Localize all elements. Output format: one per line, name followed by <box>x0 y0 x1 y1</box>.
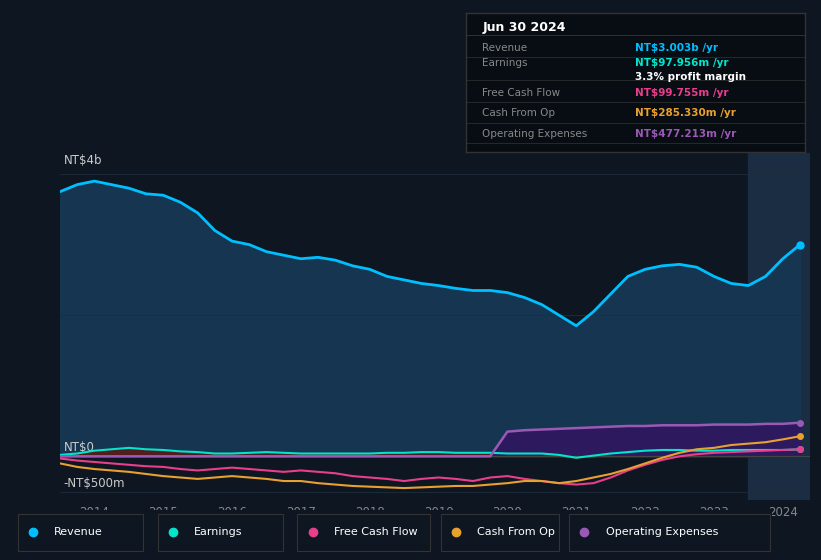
Text: Free Cash Flow: Free Cash Flow <box>333 527 417 537</box>
FancyBboxPatch shape <box>297 514 430 551</box>
FancyBboxPatch shape <box>158 514 283 551</box>
Text: NT$97.956m /yr: NT$97.956m /yr <box>635 58 728 68</box>
Bar <box>749 153 810 500</box>
Text: Cash From Op: Cash From Op <box>477 527 555 537</box>
Text: 3.3% profit margin: 3.3% profit margin <box>635 72 746 82</box>
Text: NT$285.330m /yr: NT$285.330m /yr <box>635 108 736 118</box>
Text: Revenue: Revenue <box>483 43 528 53</box>
FancyBboxPatch shape <box>569 514 770 551</box>
Text: Operating Expenses: Operating Expenses <box>606 527 718 537</box>
Text: NT$4b: NT$4b <box>64 154 102 167</box>
Text: Earnings: Earnings <box>483 58 528 68</box>
Text: Jun 30 2024: Jun 30 2024 <box>483 21 566 34</box>
Text: NT$0: NT$0 <box>64 441 94 454</box>
Text: NT$3.003b /yr: NT$3.003b /yr <box>635 43 718 53</box>
Text: Cash From Op: Cash From Op <box>483 108 556 118</box>
Text: -NT$500m: -NT$500m <box>64 477 125 490</box>
Text: Revenue: Revenue <box>54 527 103 537</box>
Text: NT$477.213m /yr: NT$477.213m /yr <box>635 129 736 139</box>
FancyBboxPatch shape <box>441 514 559 551</box>
Text: NT$99.755m /yr: NT$99.755m /yr <box>635 88 728 99</box>
Text: Free Cash Flow: Free Cash Flow <box>483 88 561 99</box>
Text: Operating Expenses: Operating Expenses <box>483 129 588 139</box>
FancyBboxPatch shape <box>18 514 144 551</box>
Text: Earnings: Earnings <box>194 527 242 537</box>
